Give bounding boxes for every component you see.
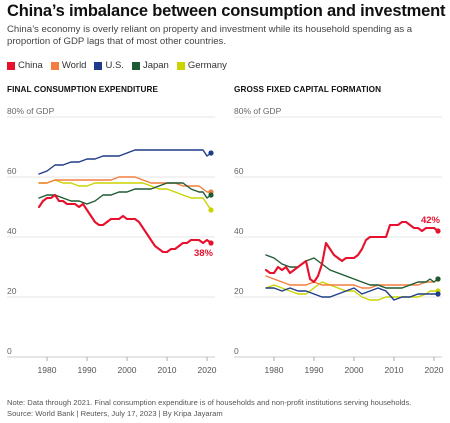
- legend-label-world: World: [61, 60, 87, 71]
- x-tick-label-0-2: 2000: [118, 365, 137, 375]
- legend-item-germany: Germany: [176, 60, 227, 71]
- y-tick-label-0-0: 0: [7, 346, 12, 356]
- y-tick-label-1-0: 0: [234, 346, 239, 356]
- series-line-germany-0: [38, 179, 212, 211]
- legend-swatch-world: [50, 61, 59, 70]
- legend-swatch-china: [7, 61, 15, 70]
- series-line-japan-0: [38, 182, 212, 205]
- x-tick-label-0-4: 2020: [198, 365, 217, 375]
- legend-swatch-germany: [176, 61, 185, 70]
- legend-item-world: World: [50, 60, 87, 71]
- x-tick-label-1-0: 1980: [265, 365, 284, 375]
- end-value-label-0: 38%: [194, 248, 214, 259]
- series-line-world-1: [265, 275, 439, 289]
- legend-item-china: China: [7, 60, 43, 71]
- y-tick-label-1-3: 60: [234, 166, 244, 176]
- x-tick-label-0-3: 2010: [158, 365, 177, 375]
- panel-title-consumption: FINAL CONSUMPTION EXPENDITURE: [7, 85, 159, 94]
- x-tick-label-0-1: 1990: [78, 365, 97, 375]
- series-end-point-china-0: [208, 240, 214, 246]
- panel-title-investment: GROSS FIXED CAPITAL FORMATION: [234, 85, 382, 94]
- series-line-china-0: [37, 193, 213, 254]
- series-end-point-china-1: [435, 228, 441, 234]
- unit-label-1: 80% of GDP: [234, 106, 282, 116]
- series-end-point-germany-0: [208, 207, 214, 213]
- series-line-world-0: [38, 176, 212, 193]
- x-tick-label-1-1: 1990: [305, 365, 324, 375]
- series-end-point-us-0: [208, 150, 214, 156]
- legend-item-us: U.S.: [94, 60, 124, 71]
- unit-label-0: 80% of GDP: [7, 106, 55, 116]
- x-tick-label-1-4: 2020: [425, 365, 444, 375]
- y-tick-label-1-2: 40: [234, 226, 244, 236]
- legend-label-germany: Germany: [187, 60, 227, 71]
- series-line-us-0: [38, 149, 212, 175]
- legend-label-us: U.S.: [105, 60, 124, 71]
- series-line-us-1: [265, 287, 439, 301]
- legend-swatch-us: [94, 61, 103, 70]
- legend-swatch-japan: [131, 61, 140, 70]
- y-tick-label-1-1: 20: [234, 286, 244, 296]
- chart-subtitle: China’s economy is overly reliant on pro…: [7, 24, 413, 47]
- series-line-germany-1: [265, 281, 439, 301]
- legend-item-japan: Japan: [131, 60, 169, 71]
- footnote-source: Source: World Bank | Reuters, July 17, 2…: [7, 409, 223, 418]
- legend-label-china: China: [18, 60, 43, 71]
- y-tick-label-0-3: 60: [7, 166, 17, 176]
- y-tick-label-0-2: 40: [7, 226, 17, 236]
- series-line-china-1: [264, 220, 440, 284]
- y-tick-label-0-1: 20: [7, 286, 17, 296]
- end-value-label-1: 42%: [421, 215, 441, 226]
- legend: China World U.S. Japan Germany: [7, 60, 227, 71]
- series-end-point-us-1: [435, 291, 441, 297]
- chart-title: China’s imbalance between consumption an…: [7, 2, 446, 20]
- series-end-point-japan-1: [435, 276, 441, 282]
- x-tick-label-1-2: 2000: [345, 365, 364, 375]
- x-tick-label-0-0: 1980: [38, 365, 57, 375]
- series-end-point-japan-0: [208, 192, 214, 198]
- footnote: Note: Data through 2021. Final consumpti…: [7, 397, 411, 419]
- footnote-note: Note: Data through 2021. Final consumpti…: [7, 398, 412, 407]
- x-tick-label-1-3: 2010: [385, 365, 404, 375]
- legend-label-japan: Japan: [142, 60, 169, 71]
